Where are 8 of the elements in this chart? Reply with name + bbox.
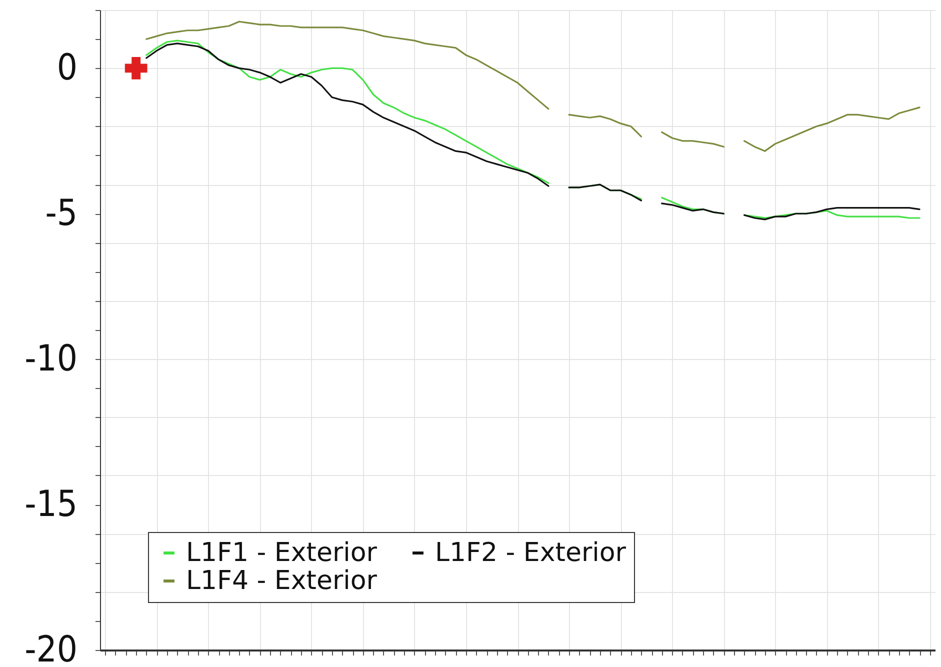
y-tick-label: -5 [45, 193, 78, 234]
y-tick-label: 0 [56, 48, 78, 89]
y-tick-label: -20 [24, 630, 78, 667]
legend-label: L1F4 - Exterior [186, 566, 378, 596]
legend-label: L1F1 - Exterior [186, 538, 378, 568]
y-tick-label: -10 [24, 338, 78, 380]
legend-label: L1F2 - Exterior [435, 538, 626, 568]
y-tick-label: -15 [24, 484, 78, 526]
